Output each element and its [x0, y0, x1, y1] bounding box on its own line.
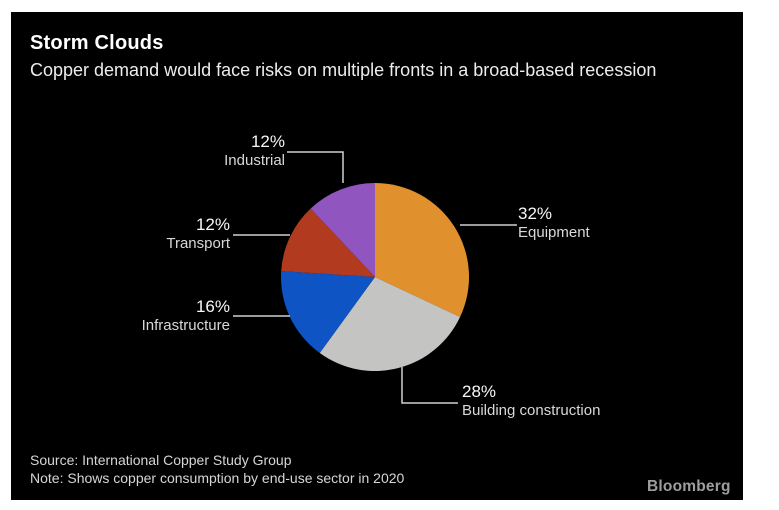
pie-slice-building-construction[interactable] [319, 277, 461, 371]
pie-chart[interactable] [275, 177, 475, 377]
building-construction-percent-label: 28% [462, 382, 497, 401]
equipment-percent-label: 32% [518, 204, 553, 223]
transport-name-label: Transport [166, 235, 230, 252]
building-construction-name-label: Building construction [462, 402, 601, 419]
callout-industrial: 12% Industrial [224, 132, 285, 170]
transport-percent-label: 12% [195, 215, 230, 234]
pie-slice-equipment[interactable] [375, 183, 469, 318]
chart-subtitle: Copper demand would face risks on multip… [30, 60, 657, 80]
infrastructure-name-label: Infrastructure [141, 317, 230, 334]
source-text: Source: International Copper Study Group [30, 452, 292, 468]
bloomberg-logo: Bloomberg [647, 478, 731, 495]
callout-infrastructure: 16% Infrastructure [142, 297, 230, 335]
callout-equipment: 32% Equipment [518, 204, 590, 242]
chart-canvas: Storm Clouds Copper demand would face ri… [11, 12, 743, 500]
footer: Source: International Copper Study Group… [30, 452, 404, 487]
infrastructure-percent-label: 16% [195, 297, 230, 316]
callout-building-construction: 28% Building construction [462, 382, 600, 420]
note-text: Note: Shows copper consumption by end-us… [30, 469, 405, 486]
pie-slice-infrastructure[interactable] [281, 271, 375, 354]
chart-title: Storm Clouds [30, 32, 164, 54]
callout-transport: 12% Transport [166, 215, 230, 253]
equipment-name-label: Equipment [518, 224, 590, 241]
pie-slice-industrial[interactable] [310, 183, 375, 277]
pie-slice-transport[interactable] [281, 208, 375, 277]
industrial-name-label: Industrial [224, 152, 285, 169]
industrial-percent-label: 12% [250, 132, 285, 151]
